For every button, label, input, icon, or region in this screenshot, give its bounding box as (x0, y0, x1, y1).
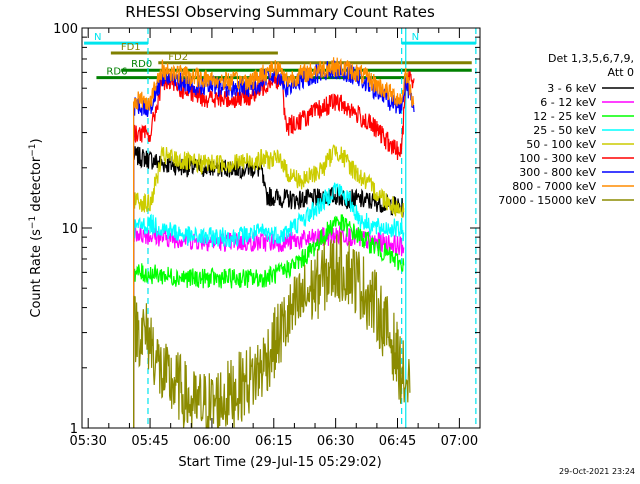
legend-entry: 800 - 7000 keV (512, 180, 596, 193)
x-tick-label: 05:30 (69, 434, 106, 449)
legend-entry: 100 - 300 keV (519, 152, 596, 165)
y-tick-label: 100 (53, 22, 78, 37)
legend-entry: 300 - 800 keV (519, 166, 596, 179)
x-axis-ticks: 05:30 05:45 06:00 06:15 06:30 06:45 07:00 (69, 28, 478, 449)
flag-label: FD2 (168, 52, 188, 63)
flag-label: FD1 (121, 42, 141, 53)
legend-entry: 6 - 12 keV (540, 96, 596, 109)
series-line (133, 144, 405, 428)
x-axis-label: Start Time (29-Jul-15 05:29:02) (178, 455, 381, 470)
series-group (133, 57, 415, 429)
series-line (133, 214, 405, 428)
legend-entry: 7000 - 15000 keV (498, 194, 596, 207)
y-tick-label: 1 (70, 422, 78, 437)
svg-text:Count Rate (s−1 detector−1): Count Rate (s−1 detector−1) (28, 138, 44, 317)
legend-header: Det 1,3,5,6,7,9, (548, 52, 634, 65)
flag-label: N (94, 32, 101, 43)
flag-label: RD0 (131, 59, 152, 70)
x-tick-label: 07:00 (441, 434, 478, 449)
x-tick-label: 05:45 (131, 434, 168, 449)
flag-label: RD6 (106, 67, 127, 78)
y-axis-ticks: 1 10 100 (53, 22, 480, 437)
y-tick-label: 10 (61, 222, 78, 237)
series-line (133, 182, 405, 428)
x-tick-label: 06:00 (193, 434, 230, 449)
chart-title: RHESSI Observing Summary Count Rates (125, 3, 435, 21)
legend-header: Att 0 (608, 66, 634, 79)
legend-entry: 12 - 25 keV (533, 110, 596, 123)
legend-entry: 50 - 100 keV (526, 138, 596, 151)
x-tick-label: 06:15 (255, 434, 292, 449)
timestamp: 29-Oct-2021 23:24 (559, 467, 635, 476)
legend-entry: 3 - 6 keV (547, 82, 596, 95)
series-line (133, 231, 411, 429)
legend-entry: 25 - 50 keV (533, 124, 596, 137)
series-line (133, 57, 415, 428)
y-axis-label: Count Rate (s−1 detector−1) (28, 138, 44, 317)
flag-label: N (412, 32, 419, 43)
series-line (133, 146, 405, 428)
x-tick-label: 06:45 (379, 434, 416, 449)
x-tick-label: 06:30 (317, 434, 354, 449)
